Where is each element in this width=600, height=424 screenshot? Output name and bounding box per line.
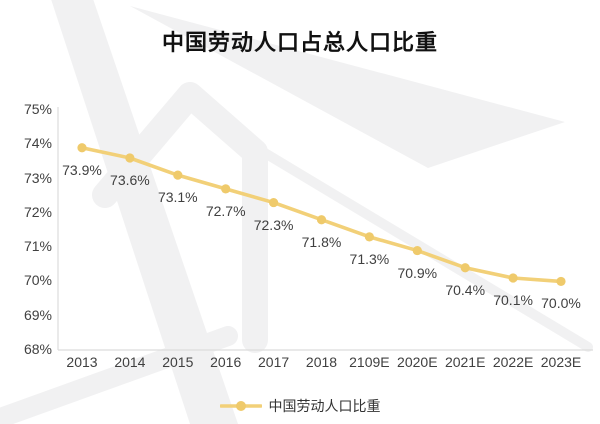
- y-axis-label: 74%: [23, 135, 52, 152]
- watermark-shape: [51, 0, 238, 424]
- x-axis-label: 2022E: [492, 354, 534, 370]
- data-point-marker: [269, 197, 279, 208]
- chart-title: 中国劳动人口占总人口比重: [161, 30, 438, 55]
- data-label: 71.8%: [301, 233, 342, 250]
- y-axis-label: 70%: [23, 272, 52, 289]
- data-point-marker: [77, 143, 87, 153]
- x-axis-label: 2021E: [444, 354, 486, 370]
- data-point-marker: [508, 273, 518, 283]
- y-axis-label: 71%: [23, 238, 52, 255]
- data-point-marker: [173, 170, 183, 180]
- x-axis-label: 2013: [66, 354, 98, 370]
- data-point-marker: [460, 263, 470, 273]
- x-axis-label: 2023E: [540, 354, 582, 370]
- y-axis-label: 73%: [23, 169, 52, 186]
- data-point-marker: [221, 184, 231, 194]
- data-label: 70.0%: [541, 295, 581, 312]
- x-axis-label: 2017: [258, 354, 290, 370]
- y-axis-label: 75%: [23, 101, 52, 117]
- y-axis-label: 69%: [23, 306, 52, 323]
- data-label: 73.9%: [62, 161, 102, 178]
- data-label: 72.3%: [253, 216, 294, 233]
- data-label: 70.4%: [445, 281, 486, 298]
- y-axis-label: 72%: [23, 203, 52, 220]
- data-label: 73.6%: [110, 172, 150, 188]
- legend-marker-icon: [219, 401, 262, 411]
- x-axis-label: 2016: [210, 354, 242, 370]
- data-label: 72.7%: [205, 202, 246, 219]
- data-label: 70.9%: [397, 264, 438, 281]
- data-label: 70.1%: [493, 292, 533, 308]
- x-axis-label: 2109E: [349, 354, 390, 370]
- data-label: 71.3%: [349, 250, 390, 267]
- x-axis-label: 2018: [305, 354, 338, 370]
- x-axis-label: 2015: [162, 354, 194, 370]
- series-line: [80, 145, 563, 284]
- data-point-marker: [316, 215, 327, 225]
- y-axis-label: 68%: [23, 341, 52, 357]
- data-point-marker: [125, 153, 135, 163]
- watermark-shape: [205, 115, 593, 352]
- legend-label: 中国劳动人口比重: [268, 398, 381, 414]
- x-axis-label: 2020E: [397, 354, 438, 370]
- data-label: 73.1%: [157, 189, 198, 206]
- legend: 中国劳动人口比重: [0, 396, 600, 416]
- x-axis-label: 2014: [114, 354, 146, 370]
- data-point-marker: [556, 276, 566, 287]
- watermark-shape: [130, 6, 565, 168]
- data-point-marker: [364, 232, 374, 242]
- data-point-marker: [412, 245, 422, 256]
